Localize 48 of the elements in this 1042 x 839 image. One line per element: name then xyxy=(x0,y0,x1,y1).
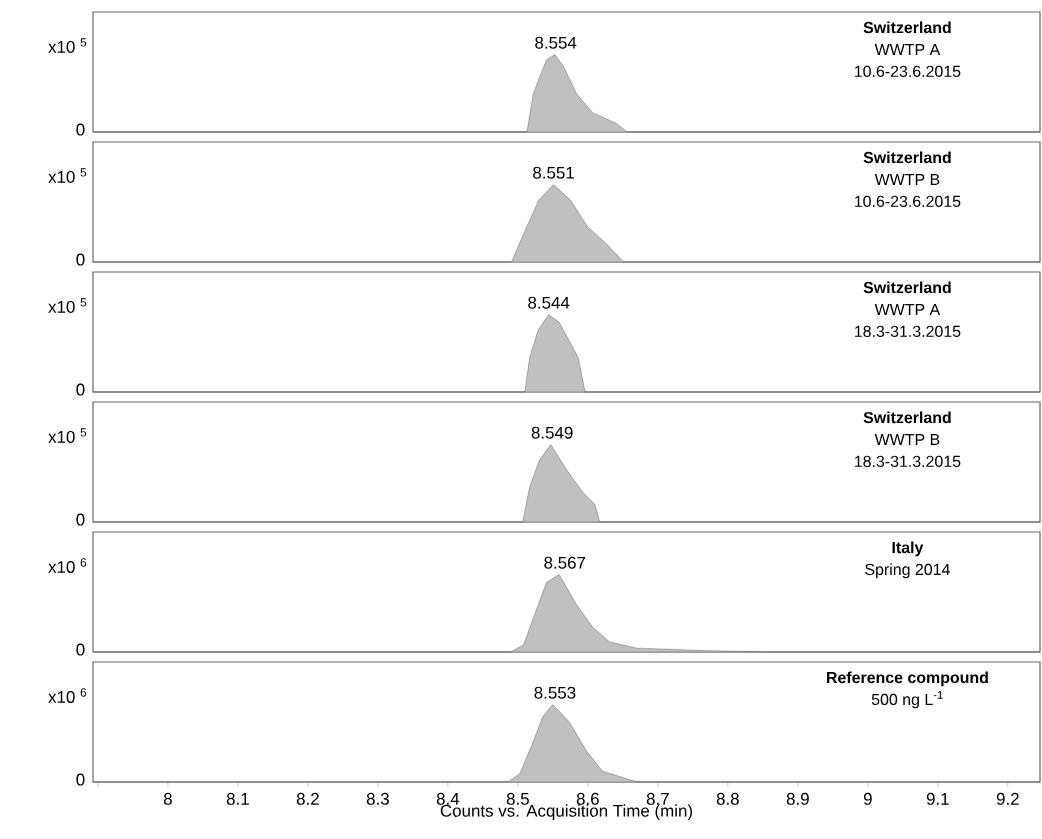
text: 0 xyxy=(76,773,85,786)
x-tick-label: 9.1 xyxy=(926,792,949,805)
text: 0 xyxy=(76,383,85,396)
text: x10 $^{6}$ xyxy=(48,688,87,703)
text: x10 $^{5}$ xyxy=(48,168,87,183)
text: x10 $^{5}$ xyxy=(48,428,87,443)
x-axis-title: Counts vs. Acquisition Time (min) xyxy=(440,804,692,821)
x-tick-label: 8.5 xyxy=(506,792,529,805)
text: 0 xyxy=(76,643,85,656)
x-tick-label: 9.2 xyxy=(996,792,1019,805)
x-tick-label: 8.9 xyxy=(786,792,809,805)
x-tick-label: 8.2 xyxy=(296,792,319,805)
text: x10 $^{6}$ xyxy=(48,558,87,573)
chart-subtitle: Spring 2014 xyxy=(865,563,950,579)
chart-title: Switzerland xyxy=(863,281,951,294)
text: 0 xyxy=(76,253,85,266)
annotation: 8.567 xyxy=(544,556,586,569)
chart-title: Switzerland xyxy=(863,21,951,34)
chart-title: Switzerland xyxy=(863,151,951,164)
annotation: 8.554 xyxy=(535,36,577,49)
annotation: 18.3-31.3.2015 xyxy=(855,325,961,337)
x-tick-label: 8.3 xyxy=(366,792,389,805)
annotation: 10.6-23.6.2015 xyxy=(855,195,961,207)
annotation: 8.551 xyxy=(533,166,574,179)
x-tick-label: 8.7 xyxy=(646,792,669,805)
chart-subtitle: 500 ng L$^{-1}$ xyxy=(871,691,943,709)
chart-subtitle: WWTP A xyxy=(874,43,941,55)
x-tick-label: 8.1 xyxy=(226,792,249,805)
text: 0 xyxy=(76,513,85,526)
annotation: 10.6-23.6.2015 xyxy=(855,65,961,77)
annotation: 18.3-31.3.2015 xyxy=(855,455,961,467)
x-tick-label: 8.8 xyxy=(716,792,739,805)
x-tick-label: 8.4 xyxy=(436,792,460,805)
x-tick-label: 8.6 xyxy=(576,792,599,805)
annotation: 8.544 xyxy=(528,296,570,309)
annotation: 8.549 xyxy=(531,426,573,439)
chart-title: Switzerland xyxy=(863,411,951,424)
chart-subtitle: WWTP B xyxy=(874,433,940,445)
text: 0 xyxy=(76,123,85,136)
chart-title: Reference compound xyxy=(827,671,988,687)
chart-subtitle: WWTP B xyxy=(874,173,940,185)
x-tick-label: 9 xyxy=(863,792,872,805)
annotation: 8.553 xyxy=(534,686,576,699)
chart-title: Italy xyxy=(892,541,924,557)
chart-subtitle: WWTP A xyxy=(874,303,941,315)
text: x10 $^{5}$ xyxy=(48,298,87,313)
x-tick-label: 8 xyxy=(163,792,172,805)
text: x10 $^{5}$ xyxy=(48,38,87,53)
